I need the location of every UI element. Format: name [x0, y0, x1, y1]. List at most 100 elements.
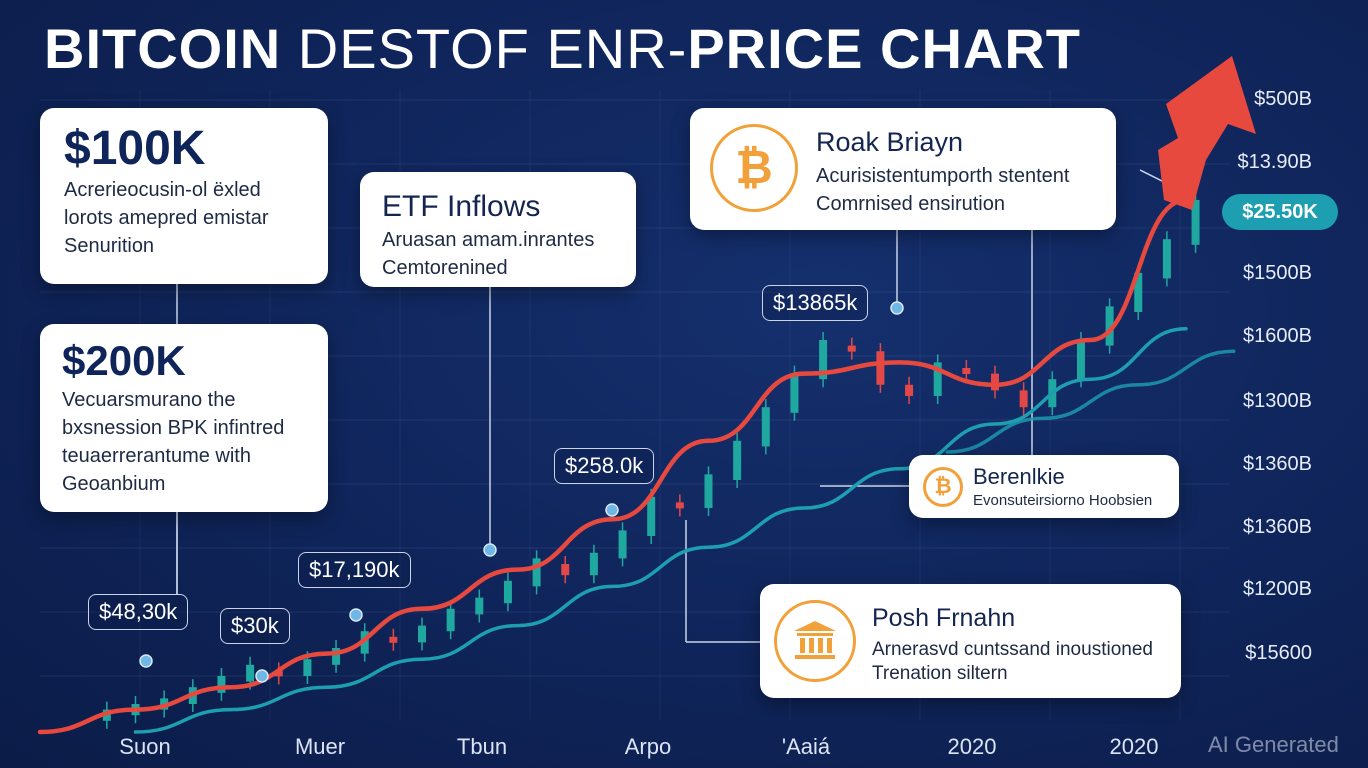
- x-tick: Suon: [119, 734, 171, 759]
- card-100k: $100K Acrerieocusin-ol ëxled lorots amep…: [40, 108, 328, 284]
- ai-generated-watermark: AI Generated: [1208, 732, 1339, 757]
- title-part-3: PRICE CHART: [687, 17, 1082, 80]
- up-arrow-shape: [1158, 56, 1256, 210]
- bitcoin-coin-icon: ₿: [923, 467, 963, 507]
- candle-body: [1105, 306, 1114, 346]
- point-label: $48,30k: [88, 594, 189, 630]
- candle-body: [1019, 390, 1028, 408]
- point-label: $13865k: [762, 285, 869, 321]
- candle-body: [446, 608, 455, 632]
- card-line: teuaerrerantume with: [62, 445, 251, 467]
- candle-body: [618, 530, 627, 559]
- trend-line: [37, 197, 1189, 735]
- x-tick: 2020: [1109, 734, 1159, 759]
- marker-dot: [349, 608, 363, 622]
- card-line: Acrerieocusin-ol ëxled: [64, 179, 261, 201]
- y-tick: $13.90B: [1237, 151, 1312, 173]
- marker-dot: [139, 654, 153, 668]
- card-line: bxsnession BPK infintred: [62, 417, 285, 439]
- candle-body: [561, 564, 570, 576]
- bank-building-icon: [794, 621, 836, 659]
- chart-title: BITCOIN DESTOF ENR-PRICE CHART: [44, 16, 1081, 82]
- marker-dot: [605, 503, 619, 517]
- up-arrow-icon: [1158, 56, 1256, 210]
- card-title: Berenlkie: [973, 464, 1065, 489]
- marker-dot: [255, 669, 269, 683]
- card-line: Vecuarsmurano the: [62, 389, 236, 411]
- candle-body: [303, 659, 312, 676]
- candle-body: [389, 636, 398, 643]
- candle-body: [503, 580, 512, 604]
- candle-body: [1076, 340, 1085, 380]
- card-line: Acurisistentumporth stentent: [816, 165, 1070, 187]
- card-line: Arnerasvd cuntssand inoustioned: [872, 639, 1153, 660]
- candle-body: [704, 474, 713, 508]
- card-line: Evonsuteirsiorno Hoobsien: [973, 492, 1153, 509]
- candle-body: [847, 345, 856, 352]
- card-line: Geoanbium: [62, 473, 166, 495]
- current-price-pill: $25.50K: [1222, 194, 1338, 230]
- card-line: Aruasan amam.inrantes: [382, 229, 595, 251]
- point-label: $258.0k: [554, 448, 655, 484]
- candle-body: [647, 496, 656, 536]
- candle-body: [1162, 239, 1171, 279]
- marker-dot: [890, 301, 904, 315]
- card-line: lorots amepred emistar: [64, 207, 269, 229]
- candle-body: [274, 670, 283, 677]
- candle-body: [933, 362, 942, 396]
- y-tick: $1200B: [1243, 578, 1312, 600]
- card-line: Cemtorenined: [382, 257, 508, 279]
- candle-body: [246, 664, 255, 682]
- x-tick: Tbun: [456, 734, 508, 759]
- trend-line: [133, 327, 1188, 734]
- card-line: Senurition: [64, 235, 155, 257]
- candle-body: [1191, 200, 1200, 245]
- x-tick: 2020: [947, 734, 997, 759]
- candle-body: [332, 648, 341, 665]
- card-title: Roak Briayn: [816, 127, 964, 157]
- trend-line: [945, 349, 1236, 454]
- marker-dot: [483, 543, 497, 557]
- candle-body: [819, 340, 828, 380]
- title-part-2: DESTOF ENR-: [281, 17, 688, 80]
- candle-body: [905, 384, 914, 396]
- y-tick: $15600: [1245, 642, 1312, 664]
- x-tick: 'Aaiá: [781, 734, 831, 759]
- candle-body: [475, 597, 484, 615]
- x-tick: Muer: [294, 734, 346, 759]
- card-etf-inflows: ETF Inflows Aruasan amam.inrantes Cemtor…: [360, 172, 636, 287]
- candle-body: [217, 676, 226, 693]
- candle-body: [733, 440, 742, 480]
- card-200k: $200K Vecuarsmurano the bxsnession BPK i…: [40, 324, 328, 512]
- candle-body: [790, 373, 799, 413]
- bank-icon: [774, 600, 856, 682]
- point-label: $17,190k: [298, 552, 411, 588]
- x-tick: Arpo: [624, 734, 672, 759]
- candle-body: [532, 558, 541, 587]
- candle-body: [761, 407, 770, 447]
- point-label: $30k: [220, 608, 290, 644]
- candle-body: [876, 351, 885, 385]
- y-tick: $1500B: [1243, 262, 1312, 284]
- card-value: $200K: [62, 337, 186, 384]
- candle-body: [418, 625, 426, 643]
- card-line: Trenation siltern: [872, 663, 1008, 684]
- trend-lines: [37, 197, 1236, 735]
- candle-body: [991, 373, 999, 391]
- card-title: ETF Inflows: [382, 190, 541, 223]
- card-berenlkie: ₿ Berenlkie Evonsuteirsiorno Hoobsien: [909, 455, 1179, 518]
- y-tick: $1360B: [1243, 453, 1312, 475]
- candle-body: [962, 368, 971, 374]
- card-value: $100K: [64, 122, 206, 175]
- callout-connectors: [176, 169, 1181, 643]
- y-tick: $1360B: [1243, 516, 1312, 538]
- title-part-1: BITCOIN: [44, 17, 282, 80]
- card-line: Comrnised ensirution: [816, 193, 1005, 215]
- candle-body: [675, 502, 684, 509]
- candle-body: [1134, 272, 1143, 312]
- card-roak-briayn: ₿ Roak Briayn Acurisistentumporth stente…: [690, 108, 1116, 230]
- y-tick: $1600B: [1243, 325, 1312, 347]
- y-tick: $500B: [1254, 88, 1312, 110]
- card-posh-frnahn: Posh Frnahn Arnerasvd cuntssand inoustio…: [760, 584, 1181, 698]
- card-title: Posh Frnahn: [872, 604, 1016, 632]
